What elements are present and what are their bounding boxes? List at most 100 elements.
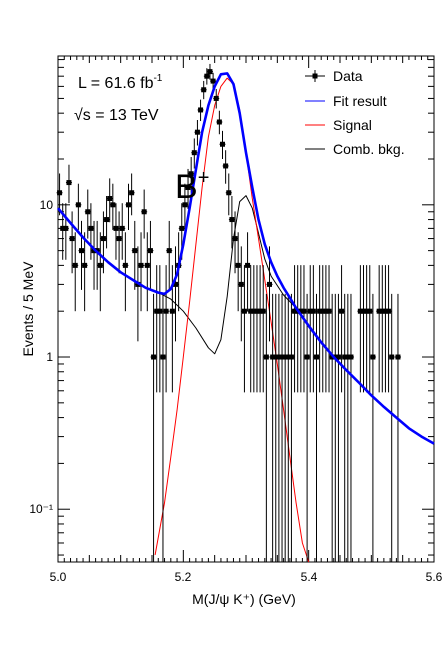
data-point-marker — [100, 236, 106, 242]
fit-curve — [57, 72, 435, 445]
data-point-marker — [376, 308, 382, 314]
data-point — [62, 203, 69, 260]
data-point-marker — [301, 308, 307, 314]
data-point — [219, 130, 226, 159]
data-point-marker — [229, 217, 235, 223]
data-point-marker — [276, 354, 282, 360]
data-point — [138, 232, 145, 312]
data-point-marker — [116, 236, 122, 242]
data-point-marker — [216, 119, 222, 125]
legend-data-marker — [312, 73, 318, 79]
data-point-marker — [251, 308, 257, 314]
data-point-marker — [241, 308, 247, 314]
data-point — [335, 293, 342, 562]
data-point — [84, 189, 91, 239]
data-point-marker — [288, 354, 294, 360]
data-point — [75, 183, 82, 230]
data-point — [260, 265, 267, 393]
data-point — [366, 265, 373, 393]
data-point-marker — [104, 217, 110, 223]
data-point-marker — [57, 190, 63, 196]
data-point-marker — [317, 308, 323, 314]
ticks-layer — [57, 56, 435, 562]
data-point-marker — [122, 262, 128, 268]
data-point-marker — [235, 262, 241, 268]
data-point — [197, 99, 204, 122]
data-point — [163, 265, 170, 393]
data-point-marker — [267, 281, 272, 287]
b-plus-peak-label: B+ — [175, 167, 209, 206]
data-point-marker — [107, 196, 113, 202]
luminosity-label: L = 61.6 fb-1 — [78, 73, 163, 92]
data-point — [97, 232, 104, 312]
y-axis-title: Events / 5 MeV — [20, 261, 36, 357]
data-point — [125, 183, 132, 230]
data-point-marker — [157, 308, 163, 314]
data-point-marker — [166, 248, 172, 254]
data-point — [119, 203, 126, 260]
data-point-marker — [82, 262, 88, 268]
data-point-marker — [254, 308, 260, 314]
data-point — [394, 293, 401, 562]
data-point-marker — [285, 354, 291, 360]
data-point — [166, 220, 173, 290]
data-point-marker — [129, 190, 135, 196]
legend-label-bkg: Comb. bkg. — [333, 141, 405, 157]
data-point-marker — [367, 308, 373, 314]
y-tick-label-1: 1 — [46, 350, 53, 364]
data-point-marker — [60, 225, 66, 231]
data-point-marker — [63, 225, 69, 231]
y-tick-label-0: 10⁻¹ — [29, 502, 53, 516]
data-point-marker — [151, 354, 157, 360]
data-point-marker — [364, 308, 370, 314]
legend-label-fit: Fit result — [333, 93, 387, 109]
data-point-marker — [213, 95, 219, 101]
data-point — [81, 232, 88, 312]
data-point — [156, 265, 163, 393]
legend-label-signal: Signal — [333, 117, 372, 133]
data-point-marker — [382, 308, 388, 314]
legend-label-data: Data — [333, 68, 363, 84]
data-point — [228, 195, 235, 249]
data-point — [347, 293, 354, 562]
data-point-marker — [223, 163, 229, 169]
data-point-marker — [307, 308, 313, 314]
data-point — [288, 293, 295, 562]
data-point — [232, 211, 239, 274]
data-point — [109, 183, 116, 230]
data-point-marker — [204, 73, 210, 79]
data-point — [266, 246, 273, 342]
data-point-marker — [292, 308, 298, 314]
data-point — [216, 110, 223, 135]
data-point — [200, 80, 207, 100]
data-point — [185, 168, 192, 209]
data-point — [147, 220, 154, 290]
data-point-marker — [357, 308, 363, 314]
data-point — [244, 232, 251, 312]
data-point — [222, 150, 229, 184]
y-tick-label-2: 10 — [40, 198, 54, 212]
data-point-marker — [345, 354, 351, 360]
data-point-marker — [198, 107, 204, 113]
data-point — [225, 173, 232, 216]
data-point-marker — [79, 248, 84, 254]
data-point — [388, 293, 395, 562]
data-point-marker — [273, 354, 279, 360]
data-point-marker — [210, 78, 216, 84]
data-point-marker — [298, 308, 304, 314]
x-tick-label-2: 5.4 — [301, 570, 318, 584]
data-point-marker — [263, 354, 269, 360]
data-point — [141, 189, 148, 239]
data-point-marker — [395, 354, 401, 360]
data-point-marker — [279, 354, 285, 360]
data-point-marker — [126, 202, 131, 208]
data-point — [188, 157, 195, 193]
data-point — [235, 232, 242, 312]
data-point — [150, 293, 157, 562]
data-point-marker — [207, 69, 213, 75]
data-point-marker — [220, 141, 225, 147]
data-point-marker — [320, 308, 326, 314]
data-point — [385, 265, 392, 393]
data-point — [78, 220, 85, 290]
